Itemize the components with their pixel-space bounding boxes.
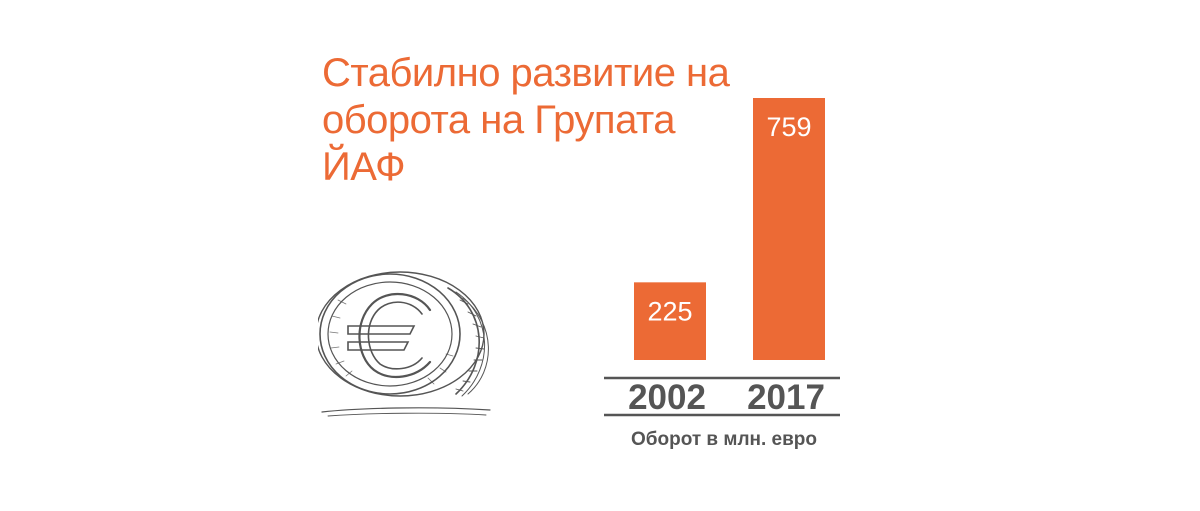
data-label-2002: 225 — [647, 296, 692, 326]
euro-coin-icon — [318, 271, 491, 417]
title-line-1: Стабилно развитие на — [322, 51, 730, 95]
category-label-2017: 2017 — [747, 378, 825, 417]
data-label-2017: 759 — [766, 112, 811, 142]
title-line-2: оборота на Групата — [322, 98, 676, 142]
bar-2002 — [634, 282, 706, 360]
x-axis-label: Оборот в млн. евро — [630, 429, 818, 450]
bar-2017 — [753, 98, 825, 360]
chart-title: Стабилно развитие на оборота на Групата … — [322, 50, 782, 191]
category-label-2002: 2002 — [628, 378, 706, 417]
title-line-3: ЙАФ — [322, 145, 406, 189]
